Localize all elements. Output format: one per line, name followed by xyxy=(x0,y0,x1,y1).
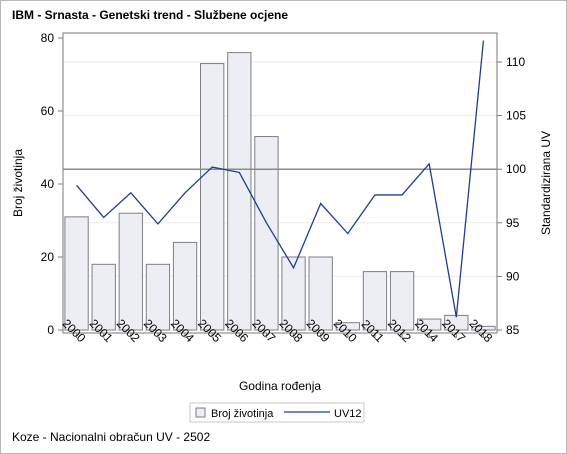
y-tick-label: 20 xyxy=(41,250,55,264)
legend-line-label: UV12 xyxy=(334,408,362,420)
bar-2011[interactable] xyxy=(362,271,388,331)
bar-2004[interactable] xyxy=(172,241,198,331)
plot-area xyxy=(62,32,498,334)
y2-tick-label: 100 xyxy=(506,162,526,176)
bar-2002[interactable] xyxy=(118,212,143,331)
y2-tick-label: 90 xyxy=(506,269,520,283)
bar-2006[interactable] xyxy=(227,52,252,331)
y2-tick-label: 95 xyxy=(506,216,520,230)
bar-2007[interactable] xyxy=(254,136,279,331)
y2-tick-label: 110 xyxy=(506,55,525,69)
x-tick-label: 2018 xyxy=(466,316,495,345)
bar-2018[interactable] xyxy=(471,325,496,331)
y-axis-title: Broj životinja xyxy=(11,149,25,217)
y-tick-label: 60 xyxy=(41,104,55,118)
bar-2005[interactable] xyxy=(200,63,225,331)
bar-2014[interactable] xyxy=(417,318,442,331)
x-tick-label: 2010 xyxy=(331,316,360,345)
y2-tick-label: 85 xyxy=(506,323,520,337)
bar-2003[interactable] xyxy=(145,263,171,331)
bar-2010[interactable] xyxy=(335,322,360,331)
bar-2001[interactable] xyxy=(91,263,116,331)
chart-title: IBM - Srnasta - Genetski trend - Služben… xyxy=(12,8,289,22)
y-tick-label: 40 xyxy=(41,177,55,191)
bar-2008[interactable] xyxy=(281,256,306,331)
bar-2009[interactable] xyxy=(308,256,333,331)
bar-2012[interactable] xyxy=(389,271,415,331)
y-tick-label: 80 xyxy=(41,31,55,45)
legend-box xyxy=(189,402,365,423)
footnote: Koze - Nacionalni obračun UV - 2502 xyxy=(12,430,211,444)
bar-2000[interactable] xyxy=(64,216,89,331)
y2-axis-title: Standardizirana UV xyxy=(539,131,553,235)
y-tick-label: 0 xyxy=(47,323,54,337)
legend-bar-swatch xyxy=(195,407,206,418)
x-axis-title: Godina rođenja xyxy=(239,379,321,393)
y2-tick-label: 105 xyxy=(506,109,526,123)
uv12-line[interactable] xyxy=(76,40,485,318)
legend-bar-label: Broj životinja xyxy=(211,408,274,420)
